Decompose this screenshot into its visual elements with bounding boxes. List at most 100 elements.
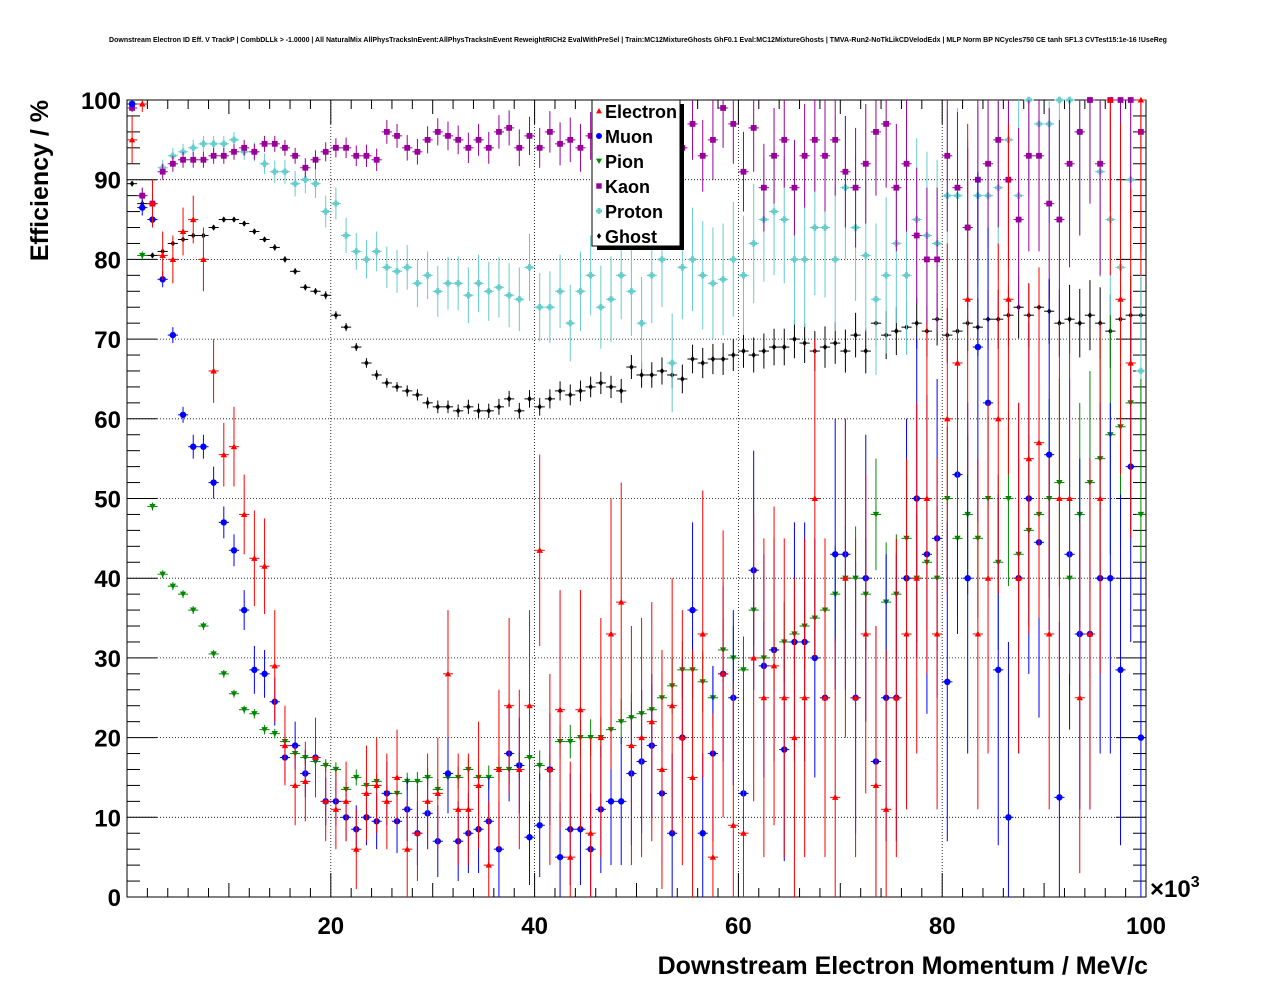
kaon-point [740,168,747,175]
electron-point [414,830,421,836]
kaon-point [567,136,574,143]
ghost-point [435,403,441,411]
proton-point [556,288,564,295]
pion-point [567,739,574,745]
kaon-point [1025,152,1032,159]
kaon-point [251,148,258,155]
proton-point [811,224,819,231]
electron-point [128,136,136,143]
proton-point [393,268,401,275]
ghost-point [272,244,277,251]
kaon-point [485,144,492,151]
proton-point [454,280,462,287]
kaon-point [710,136,716,143]
ghost-point [425,399,430,407]
kaon-point [465,144,472,151]
electron-point [516,766,523,773]
proton-point [668,359,676,367]
proton-point [821,224,829,231]
proton-point [516,296,523,303]
ghost-point [506,395,512,403]
proton-point [261,160,268,167]
pion-point [536,762,543,769]
ghost-point [720,355,726,363]
proton-point [526,264,533,271]
electron-point [587,830,594,836]
ghost-point [761,347,767,355]
kaon-point [924,256,930,263]
ghost-point [588,383,593,391]
y-tick-label: 80 [94,247,121,274]
electron-point [1045,630,1053,637]
proton-point [750,240,757,247]
kaon-point [811,136,818,143]
proton-point [597,304,605,311]
x-axis-label: Downstream Electron Momentum / MeV/c [658,952,1148,980]
electron-point [230,443,238,450]
electron-point [1056,495,1063,502]
electron-point [781,694,788,701]
muon-point [944,678,951,686]
muon-point [200,443,207,450]
kaon-point [261,140,268,147]
kaon-point [587,132,594,139]
ghost-point [894,327,899,335]
electron-point [475,782,482,788]
pion-point [414,778,421,785]
proton-point [200,140,207,148]
kaon-point [383,129,390,135]
muon-point [261,670,268,678]
ghost-point [455,407,461,415]
kaon-point [985,160,991,167]
electron-point [719,670,727,677]
electron-point [730,822,737,828]
electron-point [1137,96,1145,103]
ghost-point [598,379,604,387]
ghost-point [476,407,481,415]
legend-label-proton: Proton [605,202,663,222]
kaon-point [220,152,227,159]
ghost-point [863,347,869,355]
legend-label-ghost: Ghost [605,227,657,247]
proton-point [730,256,737,263]
electron-point [944,415,951,422]
muon-point [240,606,248,614]
proton-point [342,232,350,239]
proton-point [546,304,554,311]
proton-point [536,304,543,311]
electron-point [628,742,635,749]
ghost-point [364,359,369,367]
proton-point [628,288,635,295]
ghost-point [211,224,216,231]
ghost-point [802,339,807,347]
ghost-point [486,407,491,415]
kaon-point [190,156,197,163]
kaon-point [771,152,777,159]
pion-point [240,707,248,713]
kaon-point [516,144,523,151]
y-tick-label: 0 [108,885,121,912]
proton-point [709,280,717,287]
proton-point [373,248,380,255]
pion-point [169,583,177,590]
ghost-point [262,236,267,243]
electron-point [760,694,768,701]
ghost-point [343,323,349,331]
legend-label-pion: Pion [605,152,644,172]
kaon-point [822,152,828,159]
legend-marker-electron [596,108,602,114]
kaon-point [873,129,879,135]
ghost-point [384,379,390,387]
proton-point [699,272,706,279]
kaon-point [424,136,431,143]
kaon-point [995,136,1002,143]
y-tick-label: 10 [94,805,121,832]
legend-label-electron: Electron [605,102,677,122]
muon-point [556,853,564,861]
ghost-point [659,367,665,375]
kaon-point [1076,129,1083,135]
ghost-point [618,387,624,395]
kaon-point [842,168,849,175]
proton-point [638,319,645,327]
ghost-point [466,403,471,411]
